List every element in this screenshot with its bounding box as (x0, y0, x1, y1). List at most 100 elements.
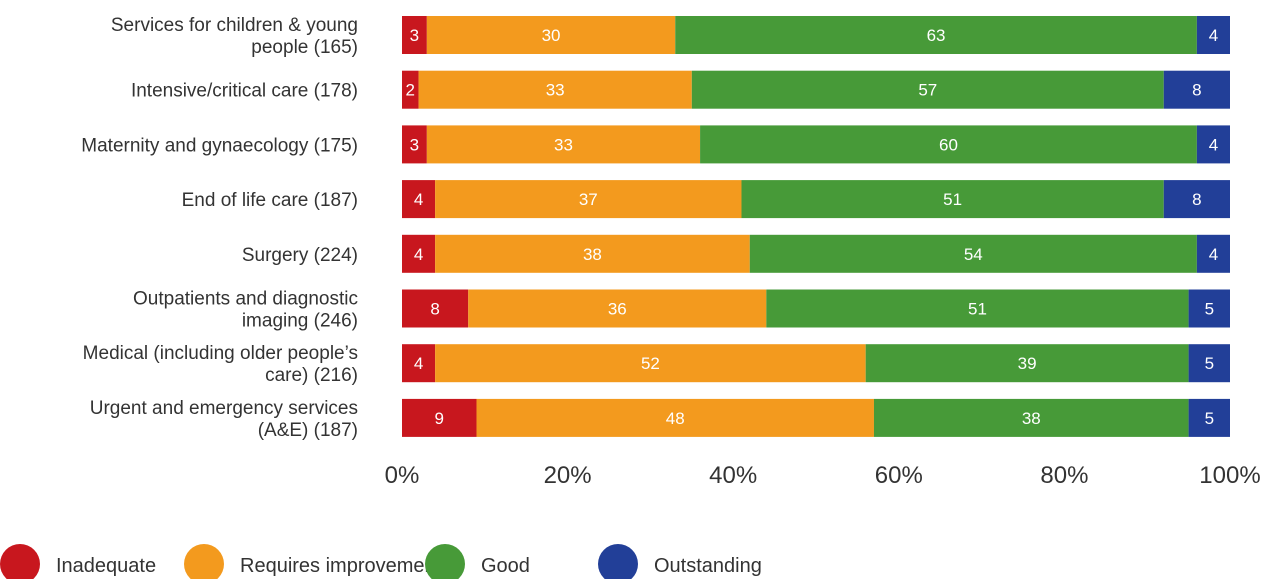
bar-value-label: 3 (410, 135, 419, 154)
bar-segment (402, 180, 436, 219)
legend-item: Requires improvement (184, 544, 442, 579)
bar-segment (1196, 234, 1230, 273)
bar-segment (741, 180, 1164, 219)
category-label: Surgery (224) (242, 245, 358, 266)
bar-value-label: 51 (943, 190, 962, 209)
bar-value-label: 60 (939, 135, 958, 154)
bar-segment (476, 398, 874, 437)
category-label: Services for children & young people (165… (111, 15, 358, 58)
bar-value-label: 33 (546, 81, 565, 100)
bar-value-label: 2 (406, 81, 415, 100)
legend-label: Outstanding (654, 555, 762, 577)
legend-item: Inadequate (0, 544, 156, 579)
bar-value-label: 30 (542, 26, 561, 45)
bar-value-label: 4 (414, 245, 423, 264)
bar-row: 3 33 60 4 (402, 125, 1230, 164)
bar-value-label: 8 (1192, 81, 1201, 100)
bars-group: 3 30 63 42 33 57 83 33 60 44 37 51 84 38 54 48 36 51 54 52 3… (402, 16, 1230, 437)
bar-row: 2 33 57 8 (402, 70, 1230, 109)
bar-value-label: 5 (1205, 354, 1214, 373)
legend-label: Good (481, 555, 530, 577)
bar-segment (675, 16, 1197, 54)
bar-value-label: 4 (1209, 26, 1218, 45)
bar-segment (435, 344, 866, 383)
legend-swatch (0, 544, 40, 579)
bar-segment (1188, 289, 1230, 328)
x-tick-label: 60% (875, 462, 923, 489)
bar-value-label: 4 (414, 354, 423, 373)
bar-value-label: 63 (927, 26, 946, 45)
bar-segment (1188, 344, 1230, 383)
category-label: Intensive/critical care (178) (131, 81, 358, 102)
bar-row: 8 36 51 5 (402, 289, 1230, 328)
bar-segment (691, 70, 1164, 109)
category-label: Urgent and emergency services (A&E) (187) (90, 398, 358, 441)
x-tick-label: 100% (1199, 462, 1260, 489)
category-label-line: (A&E) (187) (258, 420, 358, 441)
category-label-line: people (165) (251, 37, 358, 58)
bar-value-label: 38 (1022, 409, 1041, 428)
bar-value-label: 5 (1205, 300, 1214, 319)
bar-segment (402, 289, 469, 328)
bar-value-label: 38 (583, 245, 602, 264)
bar-value-label: 39 (1018, 354, 1037, 373)
bar-value-label: 8 (1192, 190, 1201, 209)
bar-value-label: 37 (579, 190, 598, 209)
legend-swatch (425, 544, 465, 579)
x-tick-label: 20% (544, 462, 592, 489)
bar-row: 3 30 63 4 (402, 16, 1230, 54)
legend-item: Outstanding (598, 544, 762, 579)
bar-value-label: 9 (435, 409, 444, 428)
x-tick-label: 0% (385, 462, 420, 489)
bar-segment (1163, 180, 1230, 219)
bar-segment (1196, 16, 1230, 54)
bar-segment (749, 234, 1197, 273)
bar-segment (426, 16, 676, 54)
bar-segment (402, 125, 427, 164)
bar-segment (402, 344, 436, 383)
bar-segment (402, 16, 427, 54)
legend-label: Requires improvement (240, 555, 442, 577)
bar-row: 4 38 54 4 (402, 234, 1230, 273)
legend-label: Inadequate (56, 555, 156, 577)
bar-segment (873, 398, 1189, 437)
category-label-line: Intensive/critical care (178) (131, 81, 358, 102)
bar-segment (435, 180, 742, 219)
category-label-line: Outpatients and diagnostic (133, 289, 358, 310)
bar-segment (402, 234, 436, 273)
category-labels: Services for children & young people (165… (81, 15, 358, 441)
bar-segment (1188, 398, 1230, 437)
category-label-line: Maternity and gynaecology (175) (81, 135, 358, 156)
bar-value-label: 48 (666, 409, 685, 428)
bar-segment (426, 125, 701, 164)
x-tick-label: 80% (1040, 462, 1088, 489)
category-label-line: End of life care (187) (182, 190, 358, 211)
bar-segment (402, 398, 477, 437)
bar-value-label: 33 (554, 135, 573, 154)
bar-value-label: 4 (414, 190, 423, 209)
bar-segment (766, 289, 1189, 328)
bar-segment (865, 344, 1189, 383)
bar-row: 9 48 38 5 (402, 398, 1230, 437)
category-label: Outpatients and diagnostic imaging (246) (133, 289, 358, 332)
x-axis-ticks: 0% 20% 40% 60% 80% 100% (385, 462, 1261, 489)
legend-swatch (598, 544, 638, 579)
category-label-line: Urgent and emergency services (90, 398, 358, 419)
bar-segment (700, 125, 1197, 164)
category-label-line: Medical (including older people’s (83, 343, 358, 364)
category-label-line: Surgery (224) (242, 245, 358, 266)
bar-value-label: 8 (430, 300, 439, 319)
category-label-line: imaging (246) (242, 311, 358, 332)
category-label: End of life care (187) (182, 190, 358, 211)
category-label: Medical (including older people’s care) (… (83, 343, 358, 386)
bar-value-label: 3 (410, 26, 419, 45)
bar-value-label: 36 (608, 300, 627, 319)
bar-value-label: 54 (964, 245, 983, 264)
bar-segment (1196, 125, 1230, 164)
legend-item: Good (425, 544, 530, 579)
bar-segment (418, 70, 692, 109)
legend-swatch (184, 544, 224, 579)
bar-row: 4 37 51 8 (402, 180, 1230, 219)
category-label: Maternity and gynaecology (175) (81, 135, 358, 156)
bar-value-label: 4 (1209, 245, 1218, 264)
